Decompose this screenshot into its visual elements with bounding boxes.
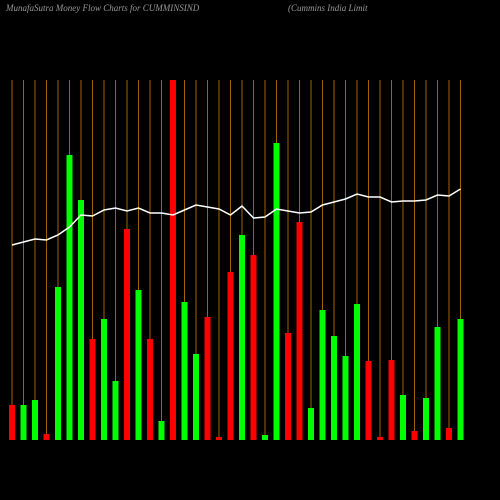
bar xyxy=(400,395,406,440)
bar xyxy=(365,361,372,440)
bar xyxy=(239,235,245,440)
bar xyxy=(170,80,176,440)
bar xyxy=(227,272,234,440)
bar xyxy=(193,354,199,440)
bar xyxy=(181,302,188,440)
bar xyxy=(354,304,360,440)
bar xyxy=(285,333,291,440)
bar xyxy=(457,319,464,440)
chart-subtitle: (Cummins India Limit xyxy=(288,3,368,13)
chart-title: MunafaSutra Money Flow Charts for CUMMIN… xyxy=(5,3,200,13)
bar xyxy=(43,434,50,440)
bar xyxy=(377,437,383,440)
bar xyxy=(124,229,130,440)
bar xyxy=(78,200,84,440)
bar xyxy=(55,287,61,440)
bar xyxy=(32,400,38,440)
bar xyxy=(331,336,337,440)
bar xyxy=(89,339,96,440)
bar xyxy=(204,317,211,440)
bar xyxy=(434,327,441,440)
money-flow-line xyxy=(11,188,461,246)
bar xyxy=(9,405,15,440)
bar xyxy=(342,356,349,440)
bar xyxy=(411,431,418,440)
bar xyxy=(296,222,303,440)
bar xyxy=(388,360,395,440)
bar xyxy=(446,428,452,440)
bar xyxy=(273,143,280,440)
bar xyxy=(262,435,268,440)
bar xyxy=(20,405,27,440)
bar xyxy=(308,408,314,440)
bar xyxy=(423,398,429,440)
bar xyxy=(147,339,153,440)
bar xyxy=(101,319,107,440)
bar xyxy=(319,310,326,440)
bar xyxy=(250,255,257,440)
bar xyxy=(112,381,119,440)
bar xyxy=(66,155,73,440)
bar xyxy=(135,290,142,440)
bar xyxy=(216,437,222,440)
bar xyxy=(158,421,165,440)
